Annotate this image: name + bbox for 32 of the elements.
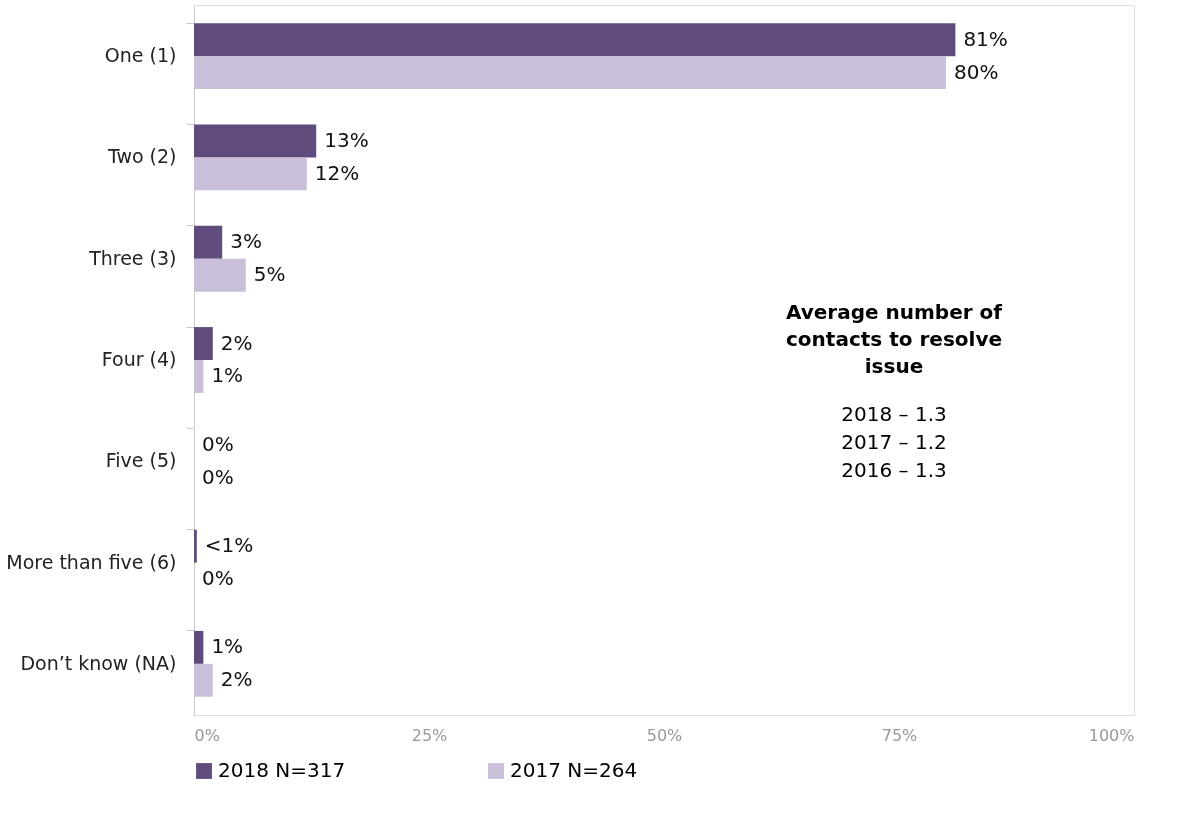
data-label: 2% <box>220 330 253 355</box>
data-label: 3% <box>230 229 262 254</box>
annotation: 2018 – 1.3 <box>841 402 947 426</box>
data-label: 1% <box>211 363 244 388</box>
y-tick-label: Five (5) <box>105 449 177 472</box>
data-label: 81% <box>963 26 1008 51</box>
data-label: 0% <box>202 431 234 456</box>
data-label: 1% <box>211 634 244 659</box>
data-label: 2% <box>220 667 253 692</box>
legend-label: 2018 N=317 <box>218 758 346 782</box>
data-label: <1% <box>204 533 254 558</box>
x-tick-label: 75% <box>881 725 918 745</box>
y-tick-label: Don’t know (NA) <box>20 651 177 674</box>
x-tick-label: 50% <box>646 725 683 745</box>
data-label: 0% <box>202 566 234 591</box>
data-label: 0% <box>202 464 234 489</box>
data-label: 80% <box>954 59 999 84</box>
y-tick-label: One (1) <box>104 44 177 67</box>
data-label: 13% <box>324 127 369 152</box>
y-tick-label: More than five (6) <box>6 550 177 573</box>
annotation: 2016 – 1.3 <box>841 458 947 482</box>
y-tick-label: Four (4) <box>101 348 177 370</box>
y-tick-label: Two (2) <box>106 145 177 168</box>
x-tick-label: 25% <box>411 725 448 745</box>
data-label: 12% <box>314 160 360 185</box>
legend-label: 2017 N=264 <box>510 758 638 782</box>
y-tick-label: Three (3) <box>88 246 177 269</box>
x-tick-label: 0% <box>194 725 220 745</box>
x-tick-label: 100% <box>1088 725 1135 745</box>
annotation: Average number of contacts to resolve issue <box>785 300 1003 378</box>
annotation: 2017 – 1.2 <box>841 430 947 454</box>
data-label: 5% <box>253 262 286 287</box>
